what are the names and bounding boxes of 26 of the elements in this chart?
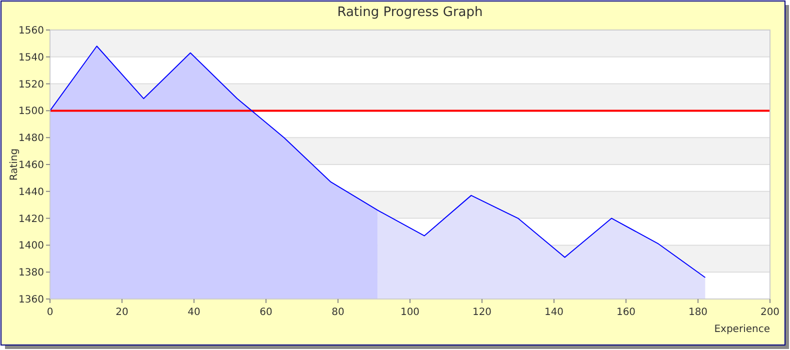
- y-tick-label: 1540: [18, 52, 44, 64]
- x-tick-label: 80: [332, 307, 344, 318]
- x-tick-label: 140: [544, 307, 564, 318]
- x-tick-label: 0: [46, 307, 54, 318]
- y-tick-label: 1360: [18, 294, 44, 306]
- chart-title: Rating Progress Graph: [337, 5, 483, 20]
- x-tick-label: 60: [260, 307, 272, 318]
- x-tick-label: 100: [400, 307, 420, 318]
- y-tick-label: 1460: [18, 160, 44, 171]
- y-tick-label: 1560: [18, 26, 44, 36]
- y-axis-title: Rating: [9, 148, 20, 181]
- x-tick-label: 160: [616, 307, 636, 318]
- x-tick-label: 40: [188, 307, 200, 318]
- y-tick-label: 1420: [18, 214, 44, 225]
- x-tick-label: 180: [688, 307, 708, 318]
- x-tick-label: 120: [472, 307, 492, 318]
- x-tick-label: 20: [116, 307, 128, 318]
- y-tick-label: 1520: [18, 79, 44, 90]
- y-tick-label: 1480: [18, 133, 44, 144]
- x-axis-title: Experience: [714, 324, 770, 335]
- y-tick-label: 1380: [18, 268, 44, 279]
- x-tick-label: 200: [760, 307, 780, 318]
- y-tick-label: 1400: [18, 240, 44, 252]
- y-tick-label: 1500: [18, 106, 44, 118]
- y-tick-label: 1440: [18, 186, 44, 198]
- line-series: [50, 46, 706, 278]
